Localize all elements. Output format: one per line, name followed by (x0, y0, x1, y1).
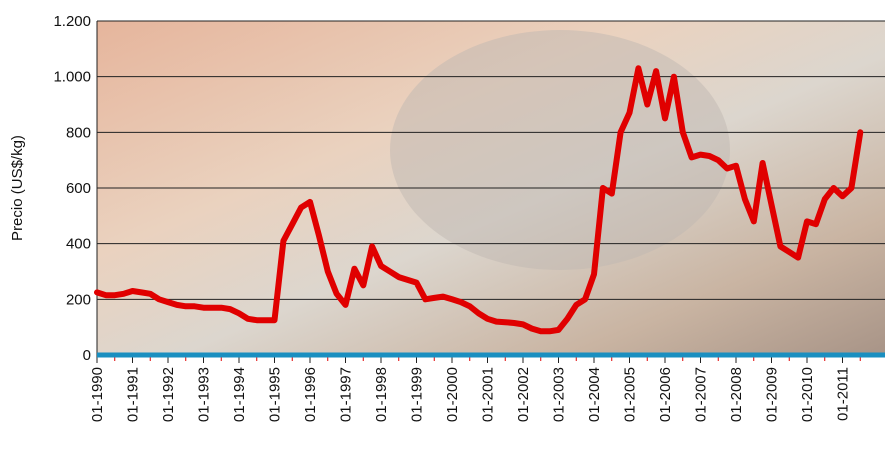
x-tick-label: 01-1999 (409, 367, 426, 422)
x-tick-label: 01-1994 (231, 367, 248, 422)
x-tick-label: 01-1996 (302, 367, 319, 422)
x-tick-label: 01-2008 (728, 367, 745, 422)
x-tick-label: 01-2000 (444, 367, 461, 422)
x-tick-label: 01-1992 (160, 367, 177, 422)
y-tick-label: 800 (66, 124, 91, 141)
x-tick-label: 01-1997 (338, 367, 355, 422)
x-tick-label: 01-2006 (657, 367, 674, 422)
y-tick-label: 400 (66, 236, 91, 253)
x-tick-label: 01-2011 (835, 367, 852, 421)
x-tick-label: 01-1993 (196, 367, 213, 422)
x-tick-label: 01-2010 (799, 367, 816, 422)
y-tick-label: 1.000 (53, 69, 91, 86)
y-tick-label: 1.200 (53, 13, 91, 30)
x-tick-label: 01-2005 (622, 367, 639, 422)
y-tick-label: 200 (66, 291, 91, 308)
x-tick-label: 01-1991 (125, 367, 142, 422)
y-tick-label: 0 (83, 347, 91, 364)
x-tick-label: 01-2009 (764, 367, 781, 422)
y-axis-label: Precio (US$/kg) (9, 135, 26, 241)
background-photo (390, 30, 730, 270)
price-line (94, 65, 864, 335)
y-tick-label: 600 (66, 180, 91, 197)
x-tick-label: 01-2007 (693, 367, 710, 422)
x-tick-label: 01-1990 (89, 367, 106, 422)
x-tick-label: 01-2003 (551, 367, 568, 422)
x-tick-label: 01-2001 (480, 367, 497, 422)
x-tick-label: 01-2004 (586, 367, 603, 422)
x-tick-label: 01-2002 (515, 367, 532, 422)
x-tick-label: 01-1995 (267, 367, 284, 422)
x-tick-label: 01-1998 (373, 367, 390, 422)
